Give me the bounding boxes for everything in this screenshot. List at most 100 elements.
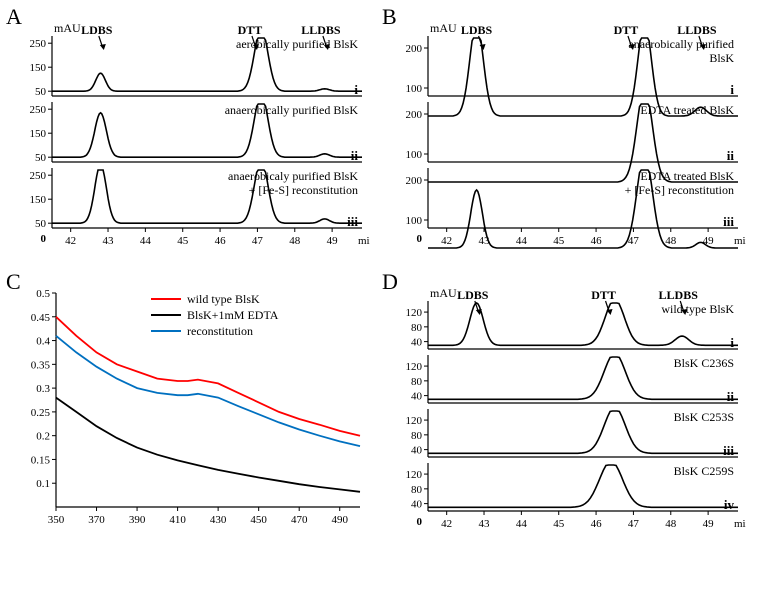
svg-text:LLDBS: LLDBS bbox=[659, 288, 699, 302]
svg-text:0: 0 bbox=[417, 516, 423, 528]
svg-text:45: 45 bbox=[177, 235, 189, 247]
svg-text:0.5: 0.5 bbox=[36, 288, 50, 300]
svg-text:ii: ii bbox=[727, 389, 735, 404]
svg-text:50: 50 bbox=[35, 152, 47, 164]
svg-text:EDTA treated BlsK: EDTA treated BlsK bbox=[640, 169, 734, 183]
svg-text:44: 44 bbox=[516, 518, 528, 530]
svg-text:50: 50 bbox=[35, 218, 47, 230]
svg-text:490: 490 bbox=[331, 514, 348, 526]
svg-text:80: 80 bbox=[411, 430, 423, 442]
svg-text:40: 40 bbox=[411, 499, 423, 511]
panel-a-letter: A bbox=[6, 4, 22, 30]
svg-text:48: 48 bbox=[289, 235, 301, 247]
svg-text:0.2: 0.2 bbox=[36, 431, 50, 443]
svg-text:120: 120 bbox=[406, 415, 423, 427]
panel-c-letter: C bbox=[6, 269, 21, 295]
svg-text:0.25: 0.25 bbox=[31, 407, 51, 419]
svg-text:200: 200 bbox=[406, 175, 423, 187]
figure-grid: A mAU50150250aerobically purified BlsKi5… bbox=[10, 10, 752, 540]
svg-text:40: 40 bbox=[411, 445, 423, 457]
svg-text:BlsK C259S: BlsK C259S bbox=[674, 464, 734, 478]
svg-text:BlsK C236S: BlsK C236S bbox=[674, 356, 734, 370]
svg-text:mAU: mAU bbox=[430, 286, 457, 300]
svg-text:DTT: DTT bbox=[591, 288, 616, 302]
svg-text:DTT: DTT bbox=[614, 23, 639, 37]
svg-text:anaerobically purified: anaerobically purified bbox=[628, 37, 734, 51]
svg-text:LLDBS: LLDBS bbox=[677, 23, 717, 37]
panel-b: B mAU100200anaerobically purifiedBlsKi10… bbox=[386, 10, 752, 255]
svg-text:46: 46 bbox=[591, 235, 603, 247]
svg-text:reconstitution: reconstitution bbox=[187, 324, 253, 338]
svg-text:350: 350 bbox=[48, 514, 65, 526]
svg-text:0.35: 0.35 bbox=[31, 359, 51, 371]
svg-text:48: 48 bbox=[665, 235, 677, 247]
svg-text:50: 50 bbox=[35, 86, 47, 98]
svg-text:42: 42 bbox=[441, 518, 452, 530]
svg-text:390: 390 bbox=[129, 514, 146, 526]
svg-text:40: 40 bbox=[411, 337, 423, 349]
svg-text:48: 48 bbox=[665, 518, 677, 530]
svg-text:430: 430 bbox=[210, 514, 227, 526]
svg-text:100: 100 bbox=[406, 215, 423, 227]
svg-text:0: 0 bbox=[41, 233, 47, 245]
svg-text:80: 80 bbox=[411, 322, 423, 334]
panel-b-svg: mAU100200anaerobically purifiedBlsKi1002… bbox=[386, 10, 746, 250]
svg-text:0.1: 0.1 bbox=[36, 478, 50, 490]
svg-text:0: 0 bbox=[417, 233, 423, 245]
svg-text:ii: ii bbox=[727, 148, 735, 163]
svg-text:120: 120 bbox=[406, 361, 423, 373]
svg-text:49: 49 bbox=[703, 235, 715, 247]
svg-text:0.15: 0.15 bbox=[31, 454, 51, 466]
svg-text:47: 47 bbox=[252, 235, 264, 247]
svg-text:46: 46 bbox=[215, 235, 227, 247]
svg-text:410: 410 bbox=[169, 514, 186, 526]
svg-text:wild type BlsK: wild type BlsK bbox=[661, 302, 734, 316]
svg-text:42: 42 bbox=[65, 235, 76, 247]
svg-text:80: 80 bbox=[411, 484, 423, 496]
panel-d: D mAU4080120wild type BlsKi4080120BlsK C… bbox=[386, 275, 752, 540]
svg-text:150: 150 bbox=[30, 194, 47, 206]
svg-text:min: min bbox=[734, 518, 746, 530]
svg-text:45: 45 bbox=[553, 518, 565, 530]
svg-text:mAU: mAU bbox=[430, 21, 457, 35]
svg-text:42: 42 bbox=[441, 235, 452, 247]
svg-text:iii: iii bbox=[347, 214, 358, 229]
svg-text:min: min bbox=[358, 235, 370, 247]
svg-text:wild type BlsK: wild type BlsK bbox=[187, 292, 260, 306]
svg-text:LDBS: LDBS bbox=[81, 23, 113, 37]
svg-text:120: 120 bbox=[406, 307, 423, 319]
svg-text:i: i bbox=[730, 82, 734, 97]
svg-text:0.4: 0.4 bbox=[36, 336, 50, 348]
svg-text:44: 44 bbox=[140, 235, 152, 247]
svg-text:43: 43 bbox=[479, 518, 491, 530]
svg-text:44: 44 bbox=[516, 235, 528, 247]
svg-text:43: 43 bbox=[479, 235, 491, 247]
svg-text:BlsK+1mM EDTA: BlsK+1mM EDTA bbox=[187, 308, 279, 322]
panel-c-svg: 3503703904104304504704900.10.150.20.250.… bbox=[10, 275, 370, 535]
svg-text:LDBS: LDBS bbox=[461, 23, 493, 37]
svg-text:150: 150 bbox=[30, 62, 47, 74]
svg-text:370: 370 bbox=[88, 514, 105, 526]
svg-text:i: i bbox=[354, 82, 358, 97]
svg-text:40: 40 bbox=[411, 391, 423, 403]
svg-text:49: 49 bbox=[327, 235, 339, 247]
panel-d-svg: mAU4080120wild type BlsKi4080120BlsK C23… bbox=[386, 275, 746, 535]
svg-text:0.3: 0.3 bbox=[36, 383, 50, 395]
svg-text:iv: iv bbox=[724, 497, 735, 512]
svg-text:200: 200 bbox=[406, 43, 423, 55]
panel-c: C 3503703904104304504704900.10.150.20.25… bbox=[10, 275, 376, 540]
panel-a-svg: mAU50150250aerobically purified BlsKi501… bbox=[10, 10, 370, 250]
svg-text:LLDBS: LLDBS bbox=[301, 23, 341, 37]
panel-b-letter: B bbox=[382, 4, 397, 30]
svg-text:LDBS: LDBS bbox=[457, 288, 489, 302]
svg-text:BlsK C253S: BlsK C253S bbox=[674, 410, 734, 424]
svg-text:100: 100 bbox=[406, 149, 423, 161]
svg-text:+ [Fe-S] reconstitution: + [Fe-S] reconstitution bbox=[625, 183, 734, 197]
svg-text:250: 250 bbox=[30, 170, 47, 182]
svg-text:150: 150 bbox=[30, 128, 47, 140]
svg-text:200: 200 bbox=[406, 109, 423, 121]
svg-text:47: 47 bbox=[628, 518, 640, 530]
svg-text:100: 100 bbox=[406, 83, 423, 95]
svg-text:min: min bbox=[734, 235, 746, 247]
svg-text:80: 80 bbox=[411, 376, 423, 388]
